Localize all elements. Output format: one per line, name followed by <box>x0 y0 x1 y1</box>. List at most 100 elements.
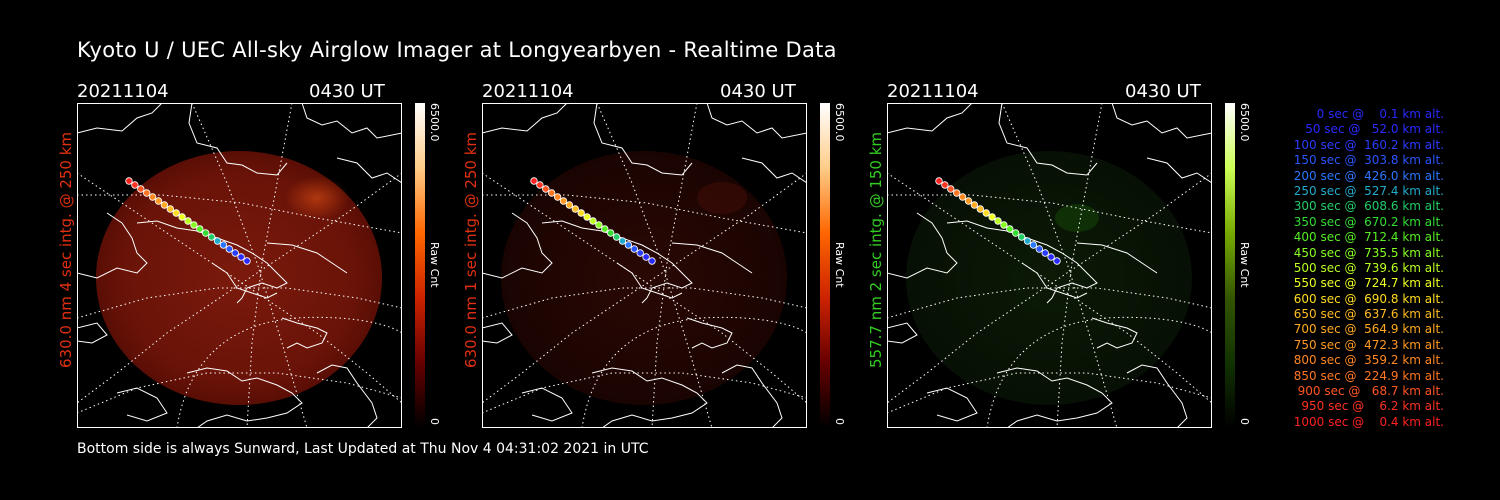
trajectory-point <box>1041 249 1049 257</box>
trajectory-point <box>184 217 192 225</box>
panel-3-cbar-label: Raw Cnt <box>1238 242 1251 288</box>
panel-3-date: 20211104 <box>887 81 979 102</box>
trajectory-point <box>958 193 967 201</box>
trajectory-point <box>1017 233 1026 241</box>
coastline <box>77 322 108 344</box>
panel-2-date: 20211104 <box>482 81 574 102</box>
coastline <box>1146 157 1212 184</box>
legend-row: 650 sec @ 637.6 km alt. <box>1289 307 1444 322</box>
coastline <box>281 317 328 349</box>
coastline <box>998 103 1098 176</box>
legend-row: 800 sec @ 359.2 km alt. <box>1289 353 1444 368</box>
panel-1-ylabel: 630.0 nm 4 sec intg. @ 250 km <box>57 131 75 368</box>
trajectory-point <box>935 177 943 185</box>
legend-row: 150 sec @ 303.8 km alt. <box>1289 153 1444 168</box>
grid-line <box>246 103 293 428</box>
coastline <box>591 367 708 428</box>
trajectory-point <box>970 201 979 209</box>
panel-1-date: 20211104 <box>77 81 169 102</box>
trajectory-point <box>142 189 151 197</box>
trajectory-point <box>1011 229 1020 237</box>
coastline <box>1091 317 1138 349</box>
coastline <box>188 103 288 176</box>
grid-line <box>986 316 1212 428</box>
trajectory-point <box>125 177 133 185</box>
legend-row: 250 sec @ 527.4 km alt. <box>1289 183 1444 198</box>
legend-row: 400 sec @ 712.4 km alt. <box>1289 230 1444 245</box>
panel-3-time: 0430 UT <box>1125 81 1201 102</box>
trajectory-point <box>237 253 245 261</box>
panel-2-cbar-min: 0 <box>833 418 846 425</box>
coastline <box>301 103 402 139</box>
coastline <box>1076 242 1158 274</box>
coastline <box>616 262 683 299</box>
coastline <box>136 220 288 304</box>
trajectory-point <box>201 229 210 237</box>
panel-1-cbar-max: 6500.0 <box>428 103 441 142</box>
page-title: Kyoto U / UEC All-sky Airglow Imager at … <box>77 38 837 62</box>
grid-line <box>887 194 1212 234</box>
trajectory-point <box>1000 221 1008 229</box>
panel-2-ylabel: 630.0 nm 1 sec intg. @ 250 km <box>462 131 480 368</box>
grid-line <box>482 194 807 234</box>
trajectory-point <box>583 213 591 221</box>
panel-3-cbar-max: 6500.0 <box>1238 103 1251 142</box>
grid-line <box>651 103 698 428</box>
grid-line <box>887 372 1212 414</box>
legend-row: 500 sec @ 739.6 km alt. <box>1289 260 1444 275</box>
airglow-disc <box>906 151 1192 405</box>
legend-row: 600 sec @ 690.8 km alt. <box>1289 291 1444 306</box>
grid-line <box>887 172 1212 404</box>
coastline <box>116 387 168 422</box>
trajectory-point <box>196 225 204 233</box>
trajectory-point <box>547 189 556 197</box>
panel-1-image <box>77 103 402 428</box>
coastline <box>482 212 553 279</box>
trajectory-point <box>630 245 638 253</box>
trajectory-point <box>595 221 603 229</box>
panel-3-colorbar <box>1225 103 1235 428</box>
legend-row: 900 sec @ 68.7 km alt. <box>1293 384 1444 399</box>
legend-row: 750 sec @ 472.3 km alt. <box>1289 337 1444 352</box>
trajectory-point <box>154 197 163 205</box>
coastline <box>77 103 163 134</box>
grid-line <box>77 172 402 404</box>
panel-2-time: 0430 UT <box>720 81 796 102</box>
coastline <box>721 364 783 428</box>
coastline <box>336 157 402 184</box>
trajectory-point <box>577 209 585 217</box>
legend-row: 700 sec @ 564.9 km alt. <box>1289 322 1444 337</box>
coastline <box>946 220 1098 304</box>
panel-frame <box>482 103 807 428</box>
trajectory-point <box>160 201 169 209</box>
coastline <box>887 322 918 344</box>
grid-line <box>77 194 402 234</box>
trajectory-point <box>213 237 222 245</box>
legend-row: 300 sec @ 608.6 km alt. <box>1289 199 1444 214</box>
grid-line <box>581 316 807 428</box>
trajectory-point <box>137 185 145 193</box>
legend-row: 1000 sec @ 0.4 km alt. <box>1293 414 1444 429</box>
trajectory-point <box>1029 241 1038 249</box>
trajectory-point <box>530 177 538 185</box>
legend-row: 100 sec @ 160.2 km alt. <box>1289 137 1444 152</box>
trajectory-point <box>571 205 579 213</box>
grid-line <box>887 172 1212 404</box>
airglow-disc <box>501 151 787 405</box>
trajectory-point <box>131 181 139 189</box>
legend-row: 50 sec @ 52.0 km alt. <box>1297 122 1444 137</box>
footer-note: Bottom side is always Sunward, Last Upda… <box>77 441 649 457</box>
trajectory-point <box>559 197 568 205</box>
trajectory-point <box>243 257 251 265</box>
panel-frame <box>77 103 402 428</box>
panel-1-cbar-label: Raw Cnt <box>428 242 441 288</box>
panel-frame <box>887 103 1212 428</box>
grid-line <box>482 172 807 404</box>
coastline <box>996 367 1113 428</box>
aurora-patch <box>1055 204 1099 232</box>
trajectory-legend: 0 sec @ 0.1 km alt. 50 sec @ 52.0 km alt… <box>1258 107 1444 430</box>
panel-3-cbar-min: 0 <box>1238 418 1251 425</box>
coastline <box>887 212 958 279</box>
panel-1-cbar-min: 0 <box>428 418 441 425</box>
aurora-patch <box>285 176 349 220</box>
